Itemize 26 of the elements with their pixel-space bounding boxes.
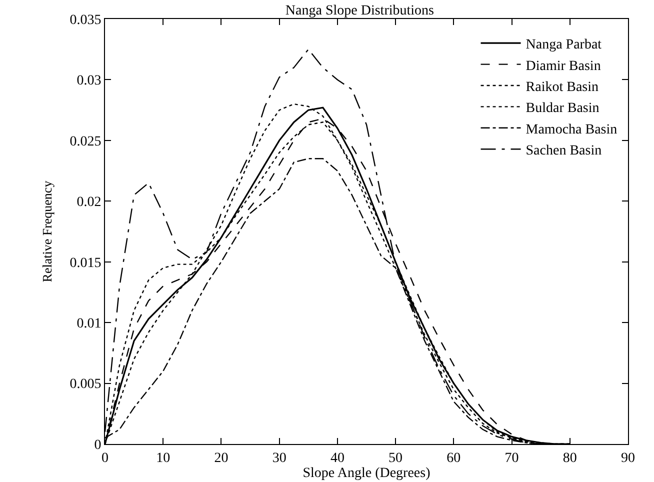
y-tick-label: 0.02 — [76, 195, 102, 210]
legend-label: Nanga Parbat — [526, 38, 602, 53]
x-tick-label: 30 — [272, 450, 286, 466]
legend-label: Raikot Basin — [526, 80, 599, 95]
y-tick-label: 0.005 — [70, 377, 102, 392]
y-tick-label: 0.03 — [76, 74, 102, 89]
y-tick-label: 0.015 — [70, 256, 102, 271]
legend-label: Buldar Basin — [526, 101, 600, 116]
x-tick-label: 50 — [388, 450, 403, 466]
x-tick-label: 10 — [156, 450, 170, 466]
x-tick-label: 40 — [330, 450, 344, 466]
legend-label: Sachen Basin — [526, 144, 602, 159]
y-tick-label: 0.025 — [70, 134, 102, 150]
legend-label: Diamir Basin — [526, 58, 601, 74]
x-tick-label: 60 — [446, 450, 461, 466]
chart-title: Nanga Slope Distributions — [285, 4, 434, 19]
y-tick-label: 0 — [94, 438, 102, 453]
x-axis-title: Slope Angle (Degrees) — [302, 466, 431, 482]
x-tick-label: 90 — [621, 450, 635, 466]
y-tick-label: 0.035 — [70, 12, 102, 28]
legend-label: Mamocha Basin — [526, 122, 618, 138]
x-tick-label: 70 — [504, 450, 519, 466]
x-tick-label: 80 — [562, 450, 577, 466]
y-tick-label: 0.01 — [76, 316, 102, 332]
x-tick-label: 20 — [214, 450, 228, 466]
y-axis-title: Relative Frequency — [40, 180, 55, 282]
